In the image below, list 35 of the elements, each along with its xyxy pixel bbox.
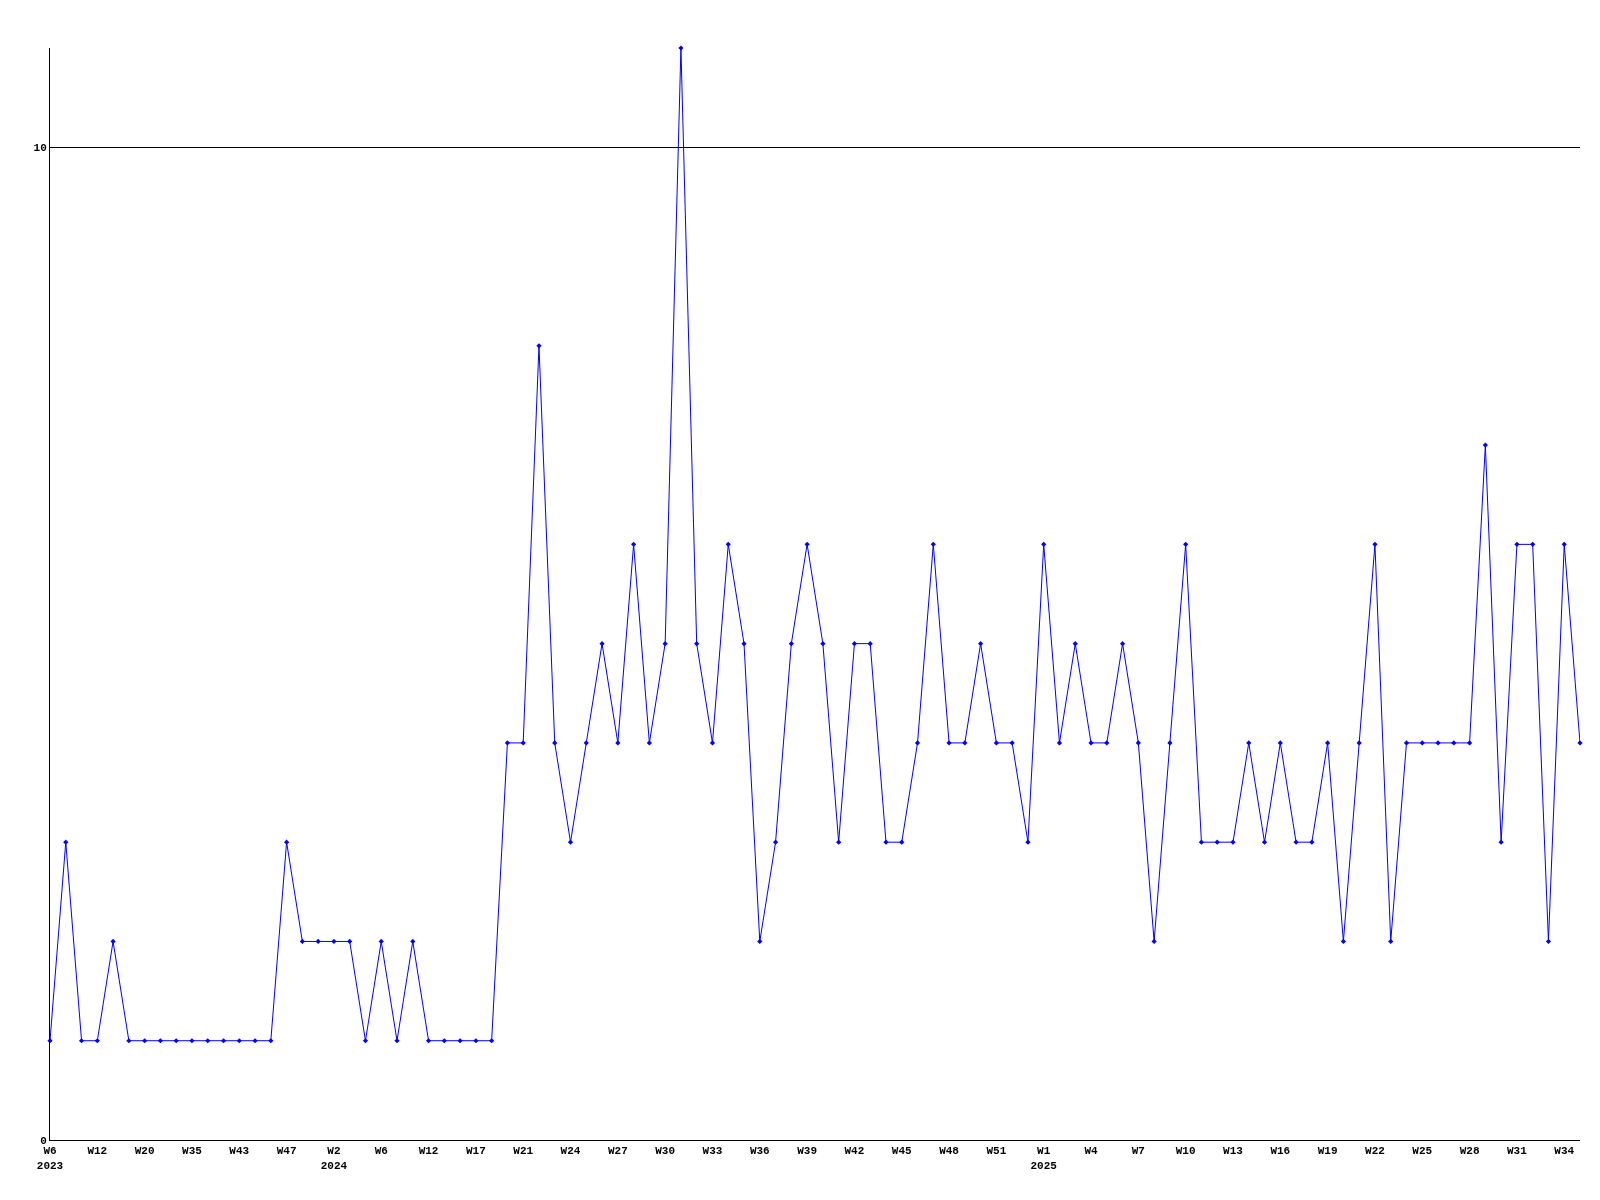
x-tick-label: W7	[1131, 1145, 1145, 1158]
x-tick-label: W12	[418, 1145, 439, 1158]
x-tick-label: W21	[513, 1145, 534, 1158]
x-tick-label: W48	[939, 1145, 960, 1158]
x-tick-label: W24	[560, 1145, 581, 1158]
y-tick-label: 0	[40, 1134, 47, 1147]
x-tick-label: W17	[465, 1145, 486, 1158]
x-tick-label: W19	[1317, 1145, 1338, 1158]
x-tick-label: W6 2023	[36, 1145, 64, 1172]
x-tick-label: W42	[844, 1145, 865, 1158]
x-tick-label: W10	[1175, 1145, 1196, 1158]
x-tick-label: W27	[607, 1145, 628, 1158]
x-tick-label: W22	[1365, 1145, 1385, 1158]
x-tick-label: W35	[182, 1145, 203, 1158]
x-tick-label: W36	[749, 1145, 770, 1158]
x-tick-label: W47	[276, 1145, 297, 1158]
x-tick-label: W45	[891, 1145, 913, 1158]
x-tick-label: W13	[1223, 1145, 1244, 1158]
x-tick-label: W1 2025	[1030, 1145, 1058, 1172]
x-tick-label: W39	[797, 1145, 818, 1158]
x-tick-label: W51	[986, 1145, 1007, 1158]
y-tick-label: 10	[33, 142, 47, 155]
x-tick-label: W16	[1270, 1145, 1291, 1158]
x-tick-label: W12	[87, 1145, 108, 1158]
x-tick-label: W28	[1459, 1145, 1480, 1158]
x-tick-label: W34	[1554, 1145, 1575, 1158]
x-tick-label: W43	[229, 1145, 250, 1158]
x-tick-label: W33	[702, 1145, 723, 1158]
x-tick-label: W25	[1412, 1145, 1433, 1158]
x-tick-label: W4	[1084, 1145, 1099, 1158]
x-tick-label: W20	[134, 1145, 155, 1158]
x-tick-label: W6	[374, 1145, 388, 1158]
x-tick-label: W30	[655, 1145, 676, 1158]
x-tick-label: W2 2024	[320, 1145, 348, 1172]
x-tick-label: W31	[1507, 1145, 1528, 1158]
